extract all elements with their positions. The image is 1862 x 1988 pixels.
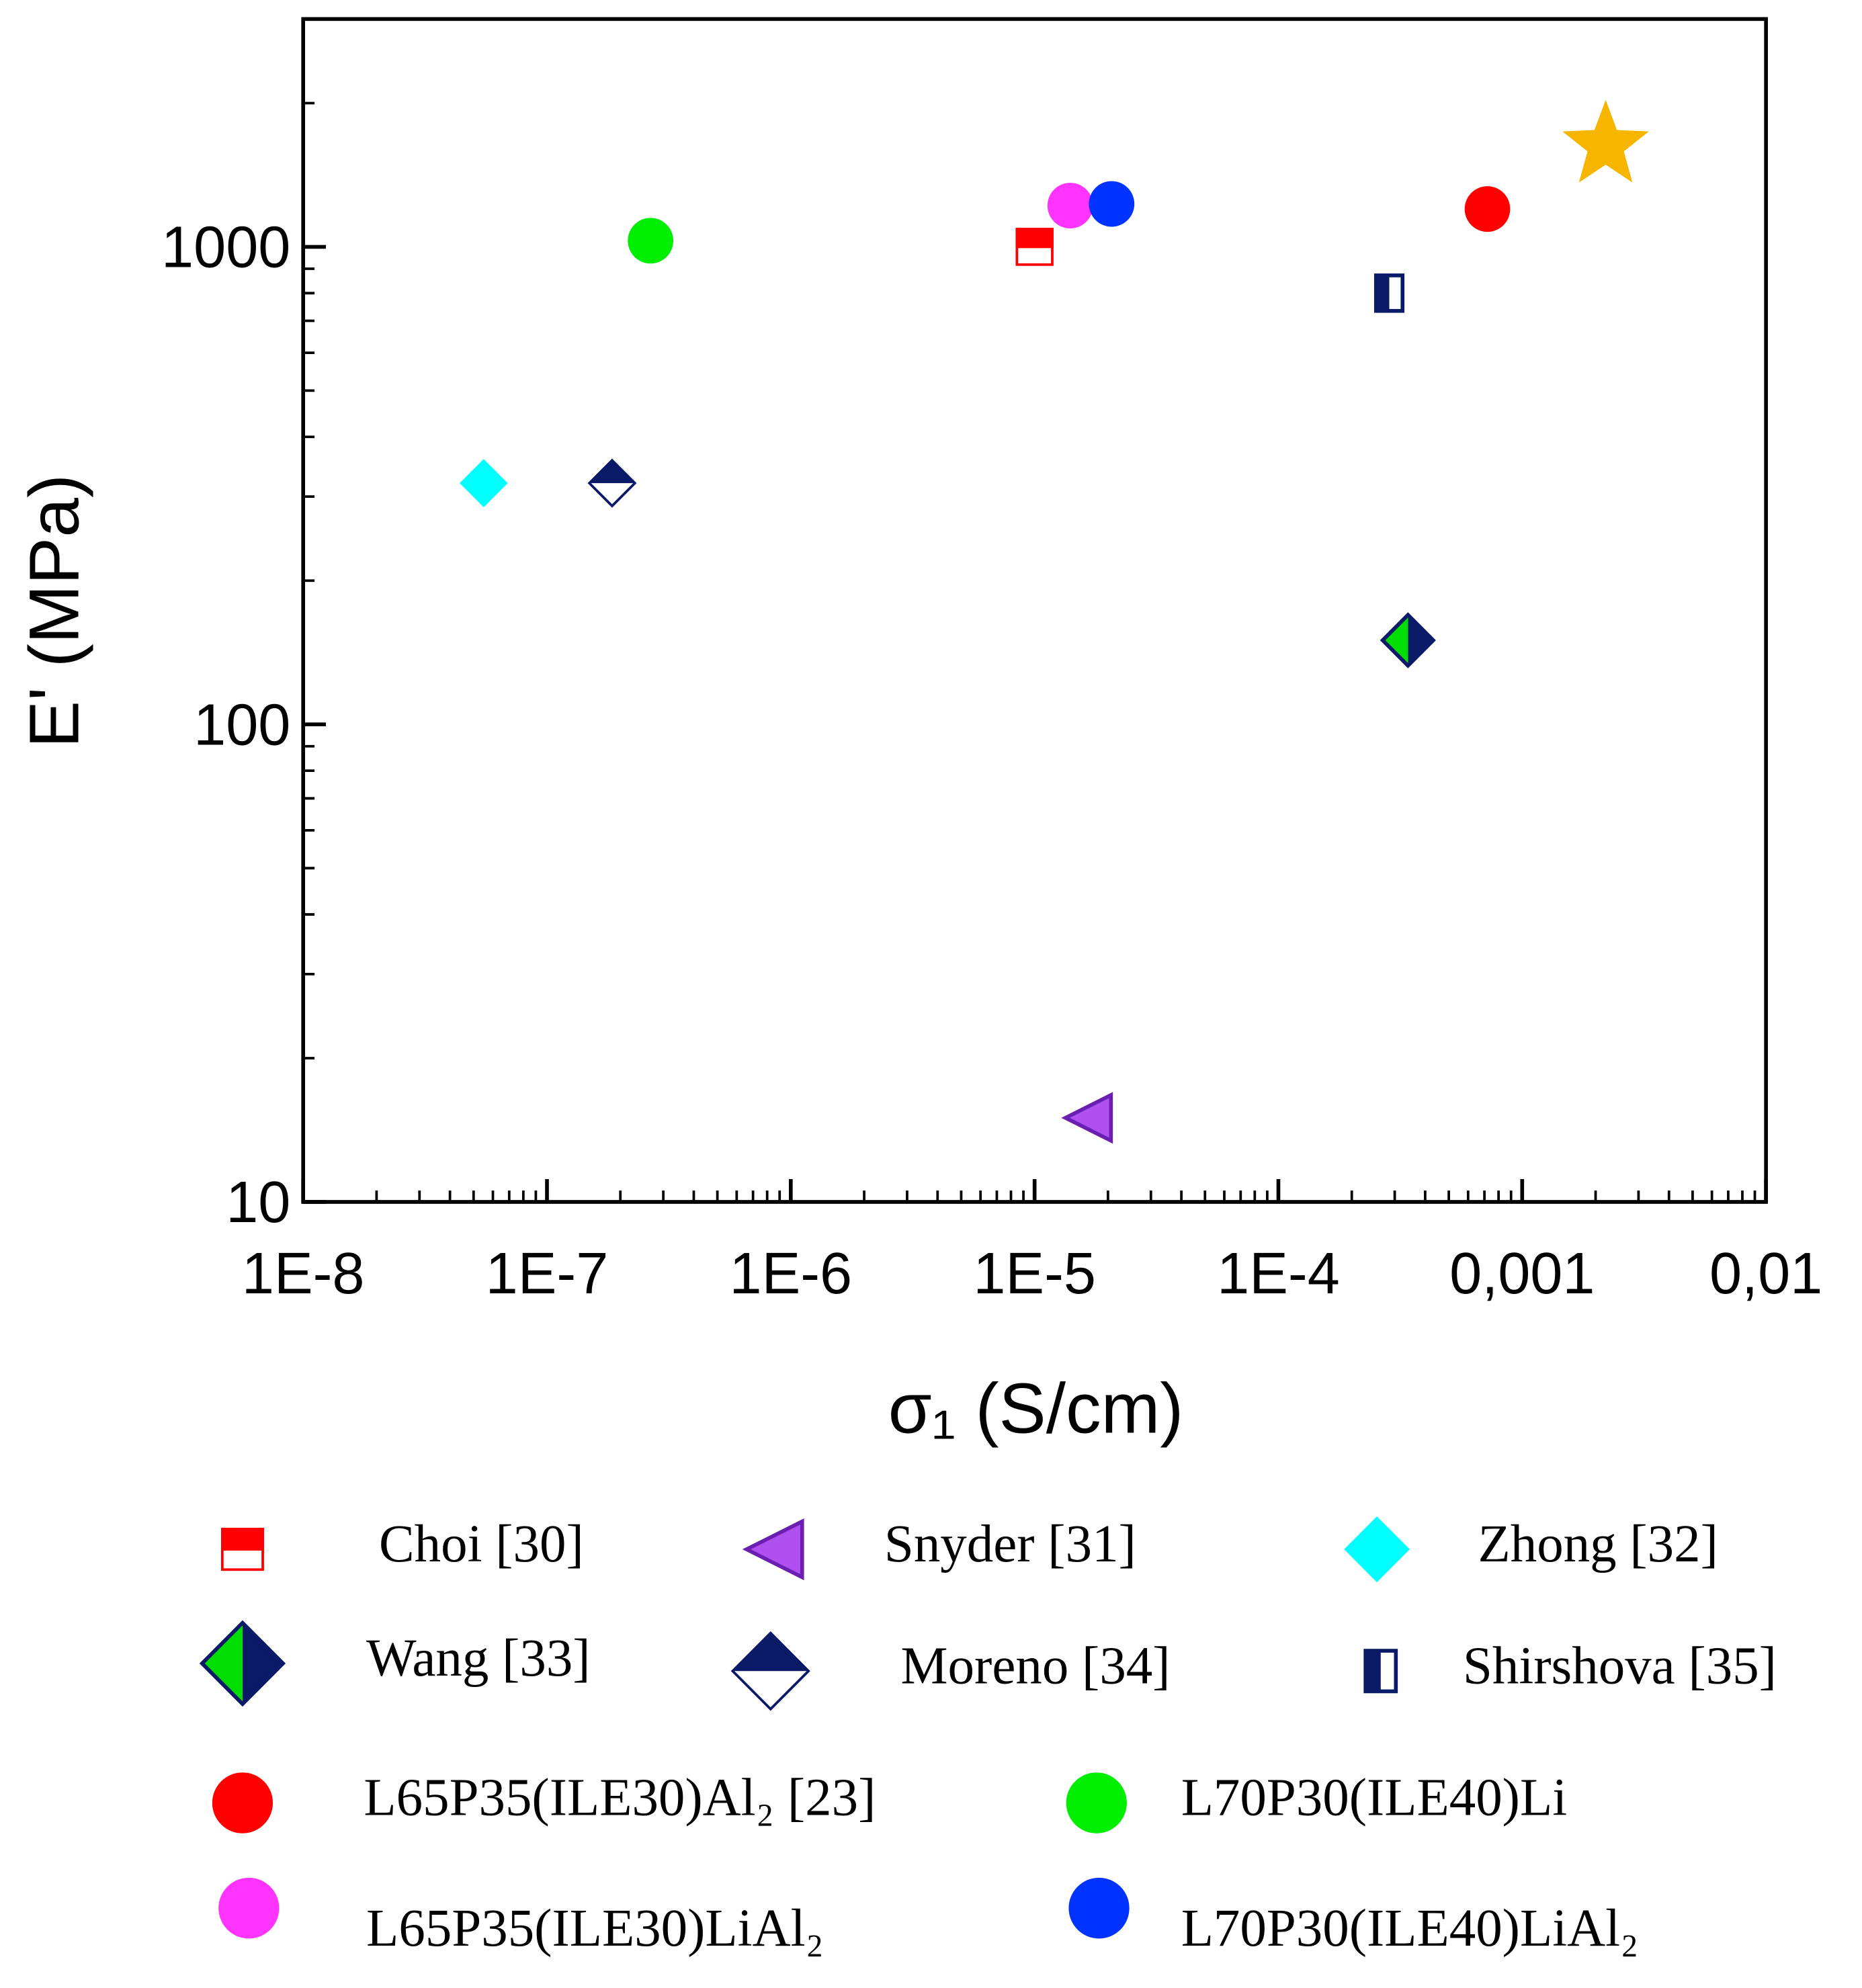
x-tick-label: 1E-4	[1217, 1242, 1340, 1306]
legend-label: L65P35(ILE30)LiAl₂	[366, 1899, 824, 1958]
legend-label: L70P30(ILE40)Li	[1181, 1769, 1567, 1827]
x-tick-label: 1E-8	[242, 1242, 365, 1306]
point	[1061, 1092, 1113, 1144]
marker-part	[202, 1623, 243, 1704]
y-tick-label: 100	[194, 693, 290, 757]
marker-part	[1380, 612, 1436, 668]
marker-part	[460, 459, 508, 508]
legend-marker	[218, 1877, 280, 1939]
marker-part	[1376, 275, 1390, 311]
x-tick-label: 1E-5	[973, 1242, 1096, 1306]
x-tick-label: 1E-6	[730, 1242, 853, 1306]
legend-marker	[730, 1631, 810, 1711]
marker-part	[1047, 183, 1093, 229]
legend-label: Zhong [32]	[1478, 1515, 1718, 1573]
marker-part	[199, 1620, 286, 1707]
marker-part	[1089, 181, 1135, 227]
marker-part	[1015, 228, 1054, 249]
marker-part	[1408, 615, 1433, 666]
point	[1047, 183, 1093, 229]
y-tick-label: 1000	[161, 215, 290, 279]
x-axis-title: σ₁ (S/cm)	[888, 1369, 1184, 1448]
marker-part	[242, 1623, 284, 1704]
marker-part	[1382, 615, 1408, 666]
marker-part	[1061, 1092, 1113, 1144]
legend-label: L65P35(ILE30)Al₂ [23]	[364, 1769, 876, 1827]
point	[1464, 186, 1511, 232]
legend-marker	[1344, 1516, 1410, 1583]
legend-label: Choi [30]	[379, 1515, 584, 1573]
marker-part	[628, 218, 674, 264]
marker-part	[1068, 1877, 1130, 1939]
marker-part	[1464, 186, 1511, 232]
legend-marker	[199, 1620, 286, 1707]
point	[1015, 228, 1054, 266]
marker-part	[589, 460, 635, 484]
marker-part	[742, 1518, 804, 1581]
marker-part	[1562, 99, 1649, 183]
legend-label: Wang [33]	[366, 1629, 590, 1688]
y-axis-title: E' (MPa)	[15, 474, 94, 748]
marker-part	[732, 1633, 809, 1672]
legend-marker	[1363, 1649, 1398, 1694]
marker-part	[1344, 1516, 1410, 1583]
marker-part	[218, 1877, 280, 1939]
marker-part	[1066, 1772, 1127, 1833]
y-tick-label: 10	[226, 1170, 290, 1235]
legend-marker	[1066, 1772, 1127, 1833]
point	[628, 218, 674, 264]
marker-part	[220, 1527, 264, 1551]
point	[587, 458, 637, 508]
x-tick-label: 0,01	[1709, 1242, 1822, 1306]
marker-part	[1365, 1651, 1381, 1692]
legend-marker	[212, 1772, 273, 1833]
legend-label: Moreno [34]	[900, 1637, 1170, 1695]
point	[1373, 273, 1405, 313]
x-tick-label: 1E-7	[486, 1242, 609, 1306]
plot-frame	[301, 17, 1768, 1204]
point	[460, 459, 508, 508]
legend-label: Shirshova [35]	[1463, 1637, 1777, 1695]
legend-marker	[220, 1527, 264, 1571]
point	[1089, 181, 1135, 227]
legend-label: Snyder [31]	[884, 1515, 1136, 1573]
x-tick-label: 0,001	[1449, 1242, 1595, 1306]
legend-marker	[1068, 1877, 1130, 1939]
legend-label: L70P30(ILE40)LiAl₂	[1181, 1899, 1639, 1958]
marker-part	[212, 1772, 273, 1833]
legend-marker	[742, 1518, 804, 1581]
point	[1380, 612, 1436, 668]
point	[1562, 99, 1649, 183]
